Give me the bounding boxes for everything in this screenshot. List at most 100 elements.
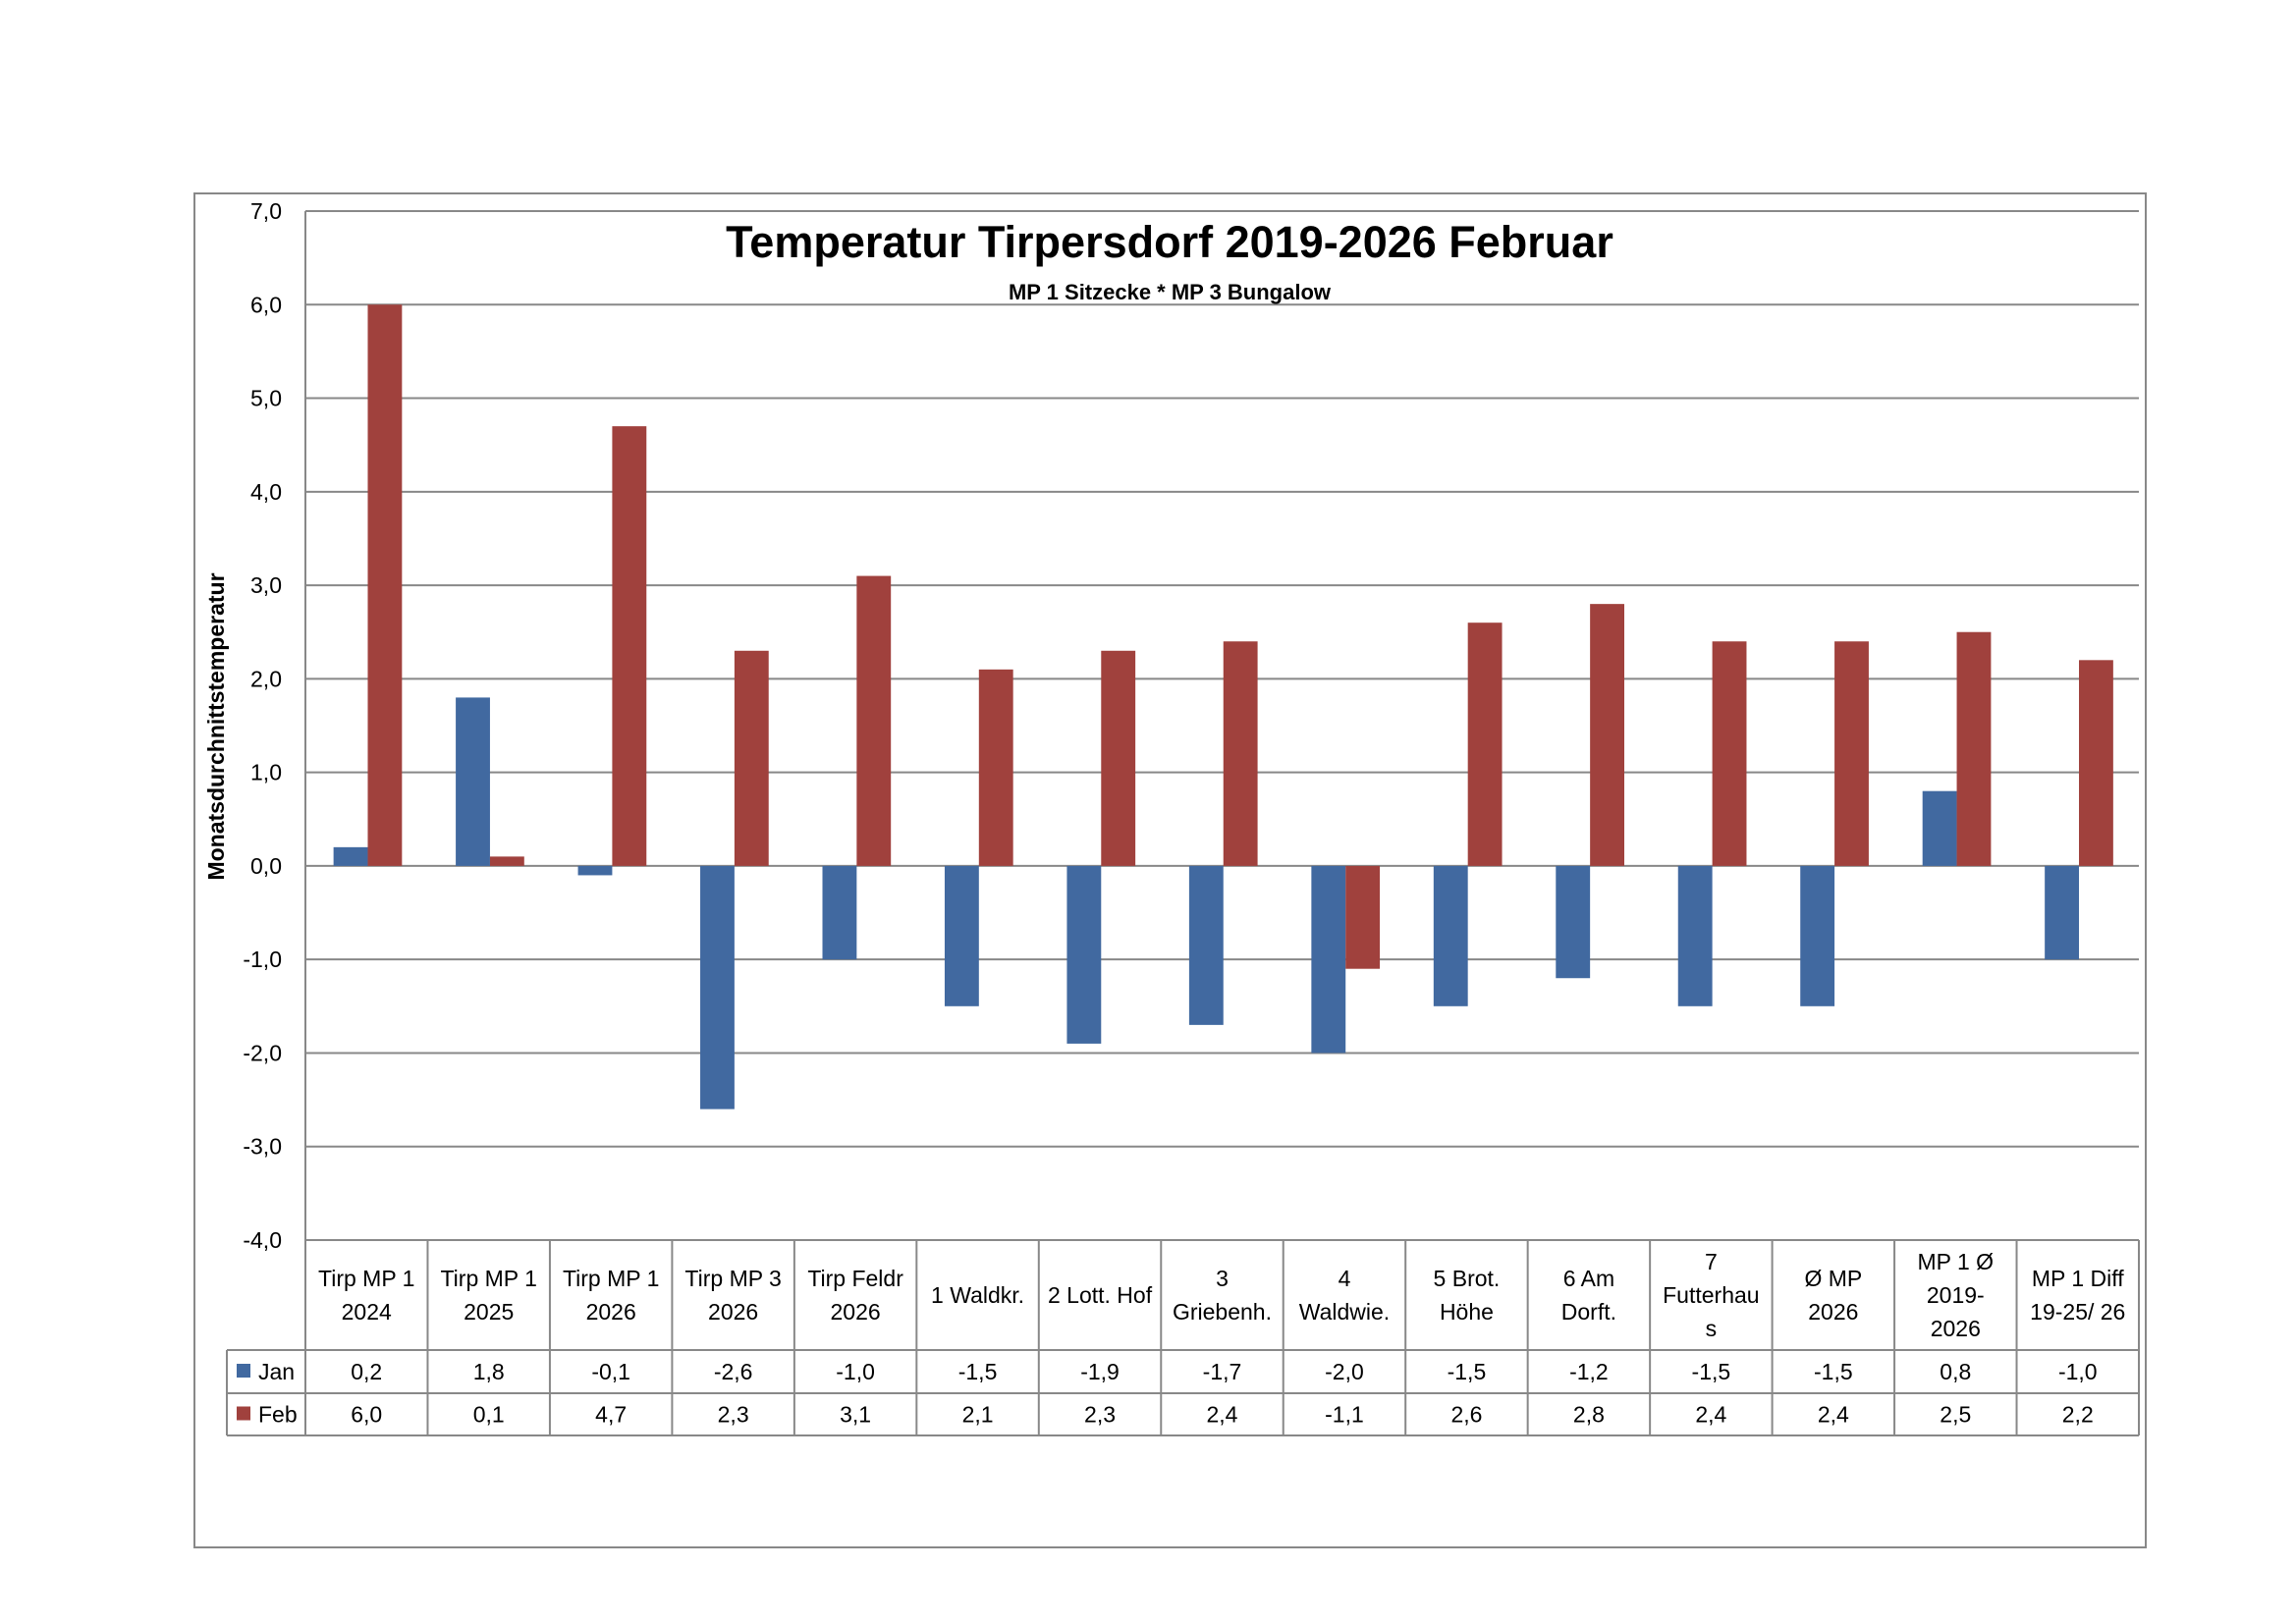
- bar-jan: [1433, 865, 1468, 1006]
- category-label: Waldwie.: [1299, 1299, 1390, 1325]
- data-label: -1,2: [1569, 1359, 1609, 1384]
- category-label: Tirp MP 1: [563, 1266, 659, 1291]
- category-label: Dorft.: [1561, 1299, 1616, 1325]
- bar-feb: [734, 650, 769, 866]
- data-label: 3,1: [840, 1402, 871, 1428]
- data-label: 4,7: [595, 1402, 627, 1428]
- bar-jan: [1922, 790, 1957, 866]
- bar-jan: [1066, 865, 1102, 1044]
- y-tick-label: 6,0: [250, 292, 282, 317]
- bar-feb: [856, 575, 892, 866]
- data-label: -2,6: [714, 1359, 753, 1384]
- bar-feb: [1712, 641, 1747, 866]
- category-label: 2026: [1931, 1316, 1981, 1341]
- category-label: Höhe: [1440, 1299, 1494, 1325]
- y-tick-label: 2,0: [250, 666, 282, 691]
- legend-key-feb: [237, 1406, 250, 1421]
- y-tick-label: 1,0: [250, 760, 282, 785]
- category-label: 2026: [586, 1299, 636, 1325]
- bar-feb: [367, 304, 403, 866]
- y-tick-label: 5,0: [250, 386, 282, 411]
- bar-jan: [1311, 865, 1346, 1054]
- bar-feb: [1345, 865, 1381, 969]
- category-label: MP 1 Ø: [1918, 1249, 1995, 1274]
- y-tick-label: -2,0: [243, 1040, 282, 1065]
- data-label: 2,8: [1573, 1402, 1605, 1428]
- bar-jan: [1556, 865, 1591, 979]
- y-tick-label: 4,0: [250, 479, 282, 505]
- data-label: 2,3: [718, 1402, 749, 1428]
- data-label: 2,4: [1207, 1402, 1238, 1428]
- category-label: Tirp MP 3: [684, 1266, 781, 1291]
- y-tick-label: 3,0: [250, 572, 282, 598]
- category-label: Ø MP: [1804, 1266, 1862, 1291]
- bar-jan: [944, 865, 979, 1006]
- bar-feb: [489, 856, 524, 866]
- data-label: -2,0: [1325, 1359, 1364, 1384]
- data-label: 1,8: [473, 1359, 505, 1384]
- category-label: 2026: [1808, 1299, 1858, 1325]
- chart-subtitle: MP 1 Sitzecke * MP 3 Bungalow: [1009, 280, 1332, 304]
- category-label: 2024: [342, 1299, 392, 1325]
- category-label: 2025: [464, 1299, 514, 1325]
- category-label: 2 Lott. Hof: [1048, 1282, 1153, 1308]
- category-label: 2026: [831, 1299, 881, 1325]
- bar-jan: [577, 865, 613, 876]
- bar-jan: [456, 697, 490, 866]
- chart-border: [193, 192, 2147, 1548]
- data-label: 2,5: [1940, 1402, 1971, 1428]
- data-label: -1,5: [1692, 1359, 1731, 1384]
- data-label: 2,1: [962, 1402, 994, 1428]
- category-label: s: [1706, 1316, 1718, 1341]
- category-label: 3: [1216, 1266, 1229, 1291]
- data-label: -1,0: [2058, 1359, 2098, 1384]
- category-label: Tirp MP 1: [440, 1266, 536, 1291]
- bar-feb: [978, 669, 1013, 866]
- data-label: 0,8: [1940, 1359, 1971, 1384]
- bar-jan: [1677, 865, 1713, 1006]
- y-tick-label: -1,0: [243, 947, 282, 972]
- data-label: -1,9: [1080, 1359, 1120, 1384]
- data-label: -1,7: [1203, 1359, 1242, 1384]
- legend-key-jan: [237, 1364, 250, 1378]
- y-axis-label: Monatsdurchnittstemperatur: [203, 572, 229, 880]
- bar-feb: [1101, 650, 1136, 866]
- data-label: -1,5: [958, 1359, 998, 1384]
- data-label: 2,6: [1450, 1402, 1482, 1428]
- data-label: 6,0: [351, 1402, 382, 1428]
- category-label: 2019-: [1927, 1282, 1985, 1308]
- bar-feb: [1590, 604, 1624, 866]
- data-label: -1,5: [1814, 1359, 1853, 1384]
- y-tick-label: -3,0: [243, 1134, 282, 1160]
- chart-title: Temperatur Tirpersdorf 2019-2026 Februar: [726, 217, 1613, 267]
- data-label: 0,1: [473, 1402, 505, 1428]
- bar-jan: [700, 865, 735, 1109]
- category-label: MP 1 Diff: [2032, 1266, 2124, 1291]
- data-label: 2,4: [1818, 1402, 1849, 1428]
- category-label: 19-25/ 26: [2030, 1299, 2125, 1325]
- category-label: 2026: [708, 1299, 758, 1325]
- data-label: -1,0: [836, 1359, 875, 1384]
- data-label: 2,4: [1695, 1402, 1726, 1428]
- bar-jan: [333, 846, 368, 866]
- category-label: 5 Brot.: [1434, 1266, 1501, 1291]
- bar-feb: [1467, 622, 1503, 866]
- category-label: Tirp Feldr: [807, 1266, 903, 1291]
- category-label: Futterhau: [1663, 1282, 1759, 1308]
- bar-jan: [822, 865, 857, 960]
- data-label: -1,5: [1448, 1359, 1487, 1384]
- category-label: 1 Waldkr.: [931, 1282, 1024, 1308]
- bar-feb: [1834, 641, 1869, 866]
- y-tick-label: -4,0: [243, 1227, 282, 1253]
- data-label: 2,3: [1084, 1402, 1116, 1428]
- bar-jan: [1800, 865, 1835, 1006]
- data-label: 2,2: [2062, 1402, 2094, 1428]
- category-label: 7: [1705, 1249, 1718, 1274]
- bar-feb: [1223, 641, 1258, 866]
- bar-feb: [2079, 660, 2113, 866]
- legend-label: Jan: [258, 1359, 295, 1384]
- y-tick-label: 7,0: [250, 198, 282, 224]
- data-label: 0,2: [351, 1359, 382, 1384]
- category-label: 4: [1339, 1266, 1351, 1291]
